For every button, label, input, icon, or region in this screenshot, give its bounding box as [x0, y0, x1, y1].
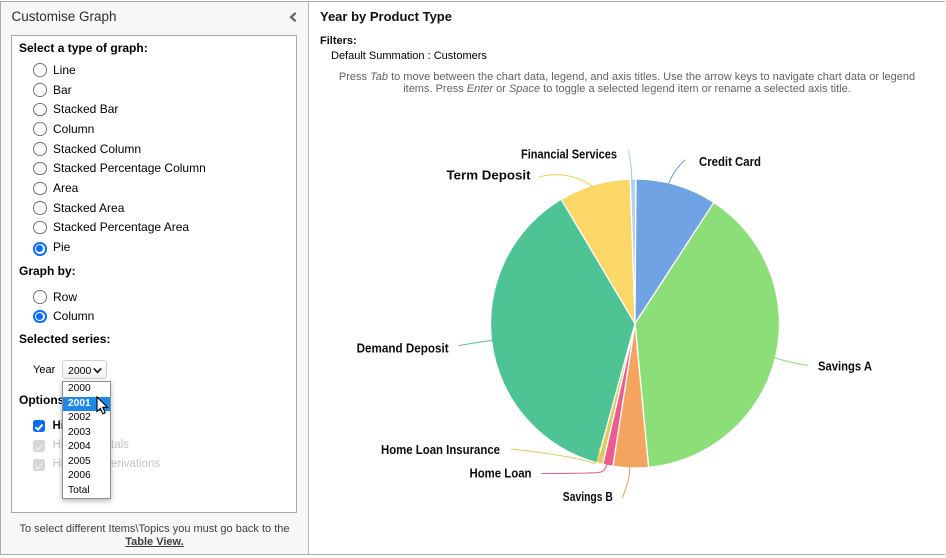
- svg-text:Demand Deposit: Demand Deposit: [357, 341, 450, 355]
- svg-text:Home Loan Insurance: Home Loan Insurance: [381, 443, 500, 457]
- svg-text:Credit Card: Credit Card: [699, 155, 761, 169]
- svg-text:Term Deposit: Term Deposit: [447, 169, 532, 183]
- svg-text:Financial Services: Financial Services: [521, 148, 617, 162]
- svg-text:Home Loan: Home Loan: [470, 466, 532, 480]
- svg-text:Savings B: Savings B: [563, 490, 613, 504]
- svg-text:Savings A: Savings A: [818, 359, 872, 373]
